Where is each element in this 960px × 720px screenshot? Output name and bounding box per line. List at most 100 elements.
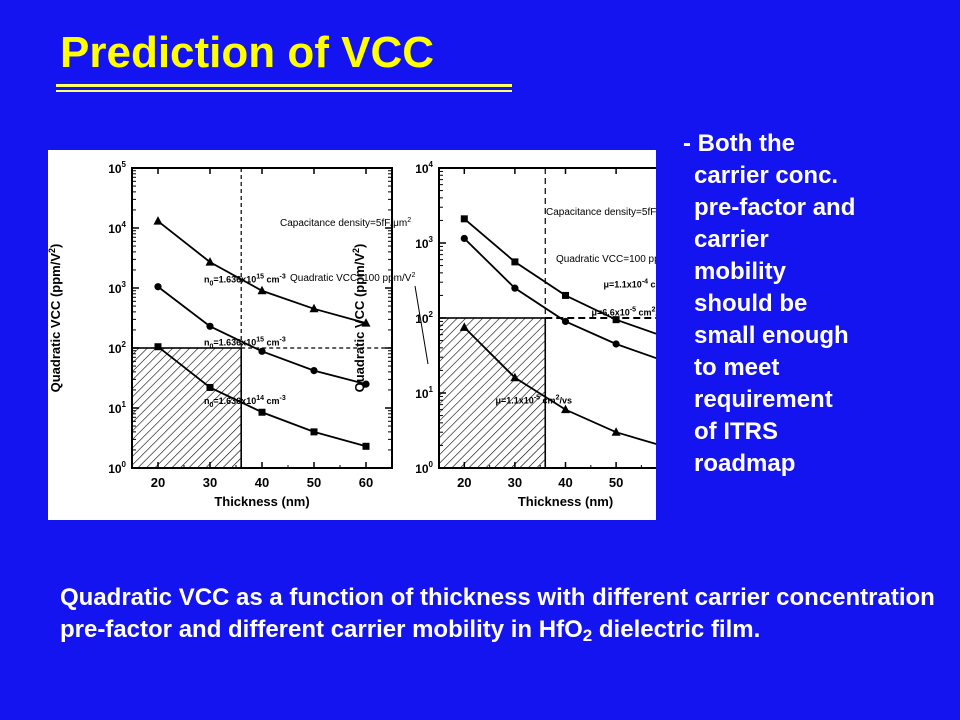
- capacitance-annotation: Capacitance density=5fF/μm2: [546, 206, 656, 218]
- x-tick-label: 40: [558, 475, 572, 490]
- y-axis-label-text: Quadratic VCC (ppm/V: [352, 253, 367, 393]
- series-label-exponent: 15: [256, 274, 264, 281]
- series-label-value: =6.6x10: [597, 307, 630, 317]
- y-axis-label-sup: 2: [351, 248, 361, 253]
- series-label-value: =1.1x10: [609, 279, 642, 289]
- y-tick-label: 102: [415, 310, 433, 326]
- side-note-line: carrier: [694, 226, 769, 253]
- y-tick-base: 10: [108, 222, 122, 236]
- y-tick-exponent: 0: [429, 460, 434, 469]
- y-axis-label-text: Quadratic VCC (ppm/V: [48, 253, 63, 393]
- data-point: [510, 372, 520, 382]
- series-label-sub: 0: [210, 343, 214, 350]
- x-tick-label: 20: [457, 475, 471, 490]
- series-label-unit: cm: [636, 307, 652, 317]
- y-tick-exponent: 2: [429, 310, 434, 319]
- data-point: [153, 216, 163, 225]
- y-tick-label: 101: [415, 385, 433, 401]
- vcc-annotation-pointer: [414, 285, 429, 365]
- data-point: [361, 318, 371, 327]
- series-label-exponent: 15: [256, 336, 264, 343]
- series-label-symbol: n: [204, 275, 210, 285]
- y-tick-base: 10: [108, 342, 122, 356]
- y-tick-exponent: 2: [122, 340, 127, 349]
- y-tick-exponent: 1: [429, 385, 434, 394]
- hatched-region: [438, 317, 547, 469]
- series-label-unit-exponent: 2: [652, 306, 656, 313]
- y-tick-exponent: 3: [429, 235, 434, 244]
- data-point: [154, 283, 162, 291]
- side-note: - Both the carrier conc. pre-factor and …: [680, 128, 950, 480]
- y-tick-exponent: 5: [122, 160, 127, 169]
- y-tick-label: 101: [108, 400, 126, 416]
- series-label-sub: 0: [210, 402, 214, 409]
- capacitance-annotation-text: Capacitance density=5fF/: [546, 207, 656, 218]
- y-tick-label: 103: [415, 235, 433, 251]
- y-tick-base: 10: [415, 462, 429, 476]
- data-point: [154, 343, 162, 351]
- series-label-unit: cm: [540, 396, 556, 406]
- data-point: [258, 347, 266, 355]
- series-label: μ=1.1x10-5 cm2/vs: [496, 395, 572, 406]
- series-label-unit-exponent: -3: [280, 274, 286, 281]
- x-axis-label: Thickness (nm): [214, 494, 309, 509]
- y-tick-label: 104: [108, 220, 126, 236]
- series-label-symbol: μ: [592, 307, 598, 317]
- side-note-line: - Both the: [683, 130, 795, 157]
- series-label-symbol: μ: [604, 279, 610, 289]
- title-underline-top: [56, 84, 512, 87]
- x-tick-label: 50: [609, 475, 623, 490]
- figure-caption: Quadratic VCC as a function of thickness…: [60, 582, 940, 646]
- y-tick-base: 10: [415, 387, 429, 401]
- data-point: [258, 408, 266, 416]
- series-label-value: =1.636x10: [213, 396, 256, 406]
- series-label-value: =1.1x10: [501, 396, 534, 406]
- side-note-line: should be: [694, 290, 808, 317]
- x-tick-label: 30: [508, 475, 522, 490]
- y-axis-label-end: ): [352, 244, 367, 248]
- y-axis-label: Quadratic VCC (ppm/V2): [48, 244, 63, 393]
- capacitance-annotation-unit: m: [399, 218, 407, 229]
- series-label-value: =1.636x10: [213, 275, 256, 285]
- y-tick-base: 10: [108, 462, 122, 476]
- data-point: [511, 284, 519, 292]
- y-tick-exponent: 1: [122, 400, 127, 409]
- x-axis-label: Thickness (nm): [518, 494, 613, 509]
- data-point: [562, 291, 569, 299]
- series-label-exponent: -5: [630, 306, 636, 313]
- series-label-exponent: 14: [256, 395, 264, 402]
- data-point: [612, 340, 620, 348]
- series-label: μ=6.6x10-5 cm2/vs: [592, 306, 657, 317]
- vcc-annotation-text: Quadratic VCC=100 ppm/V: [290, 273, 412, 284]
- caption-text: Quadratic VCC as a function of thickness…: [60, 584, 935, 643]
- data-point: [206, 322, 214, 330]
- data-point: [460, 215, 468, 223]
- x-tick-label: 40: [255, 475, 269, 490]
- capacitance-annotation-mu: μ: [393, 218, 399, 229]
- series-label-symbol: n: [204, 337, 210, 347]
- vcc-annotation-exponent: 2: [411, 272, 415, 279]
- y-axis-label: Quadratic VCC (ppm/V2): [351, 244, 367, 393]
- data-point: [612, 316, 620, 324]
- vcc-annotation: Quadratic VCC=100 ppm/V2: [556, 253, 656, 265]
- y-tick-base: 10: [108, 402, 122, 416]
- side-note-line: to meet: [694, 354, 780, 381]
- data-point: [561, 404, 570, 414]
- series-label-unit-exponent: -3: [280, 336, 286, 343]
- caption-text-end: dielectric film.: [592, 616, 761, 643]
- y-axis-label-end: ): [48, 244, 63, 248]
- data-point: [611, 427, 621, 436]
- data-point: [206, 383, 214, 391]
- vcc-annotation: Quadratic VCC=100 ppm/V2: [290, 272, 415, 284]
- data-point: [309, 303, 319, 313]
- x-tick-label: 30: [203, 475, 217, 490]
- data-point: [460, 234, 468, 243]
- series-label: μ=1.1x10-4 cm2/vs: [604, 278, 657, 289]
- y-tick-label: 102: [108, 340, 126, 356]
- y-tick-base: 10: [108, 162, 122, 176]
- capacitance-annotation: Capacitance density=5fF/μm2: [280, 217, 411, 229]
- series-label-sub: 0: [210, 281, 214, 288]
- side-note-line: small enough: [694, 322, 849, 349]
- series-label-unit-exponent: 2: [556, 395, 560, 402]
